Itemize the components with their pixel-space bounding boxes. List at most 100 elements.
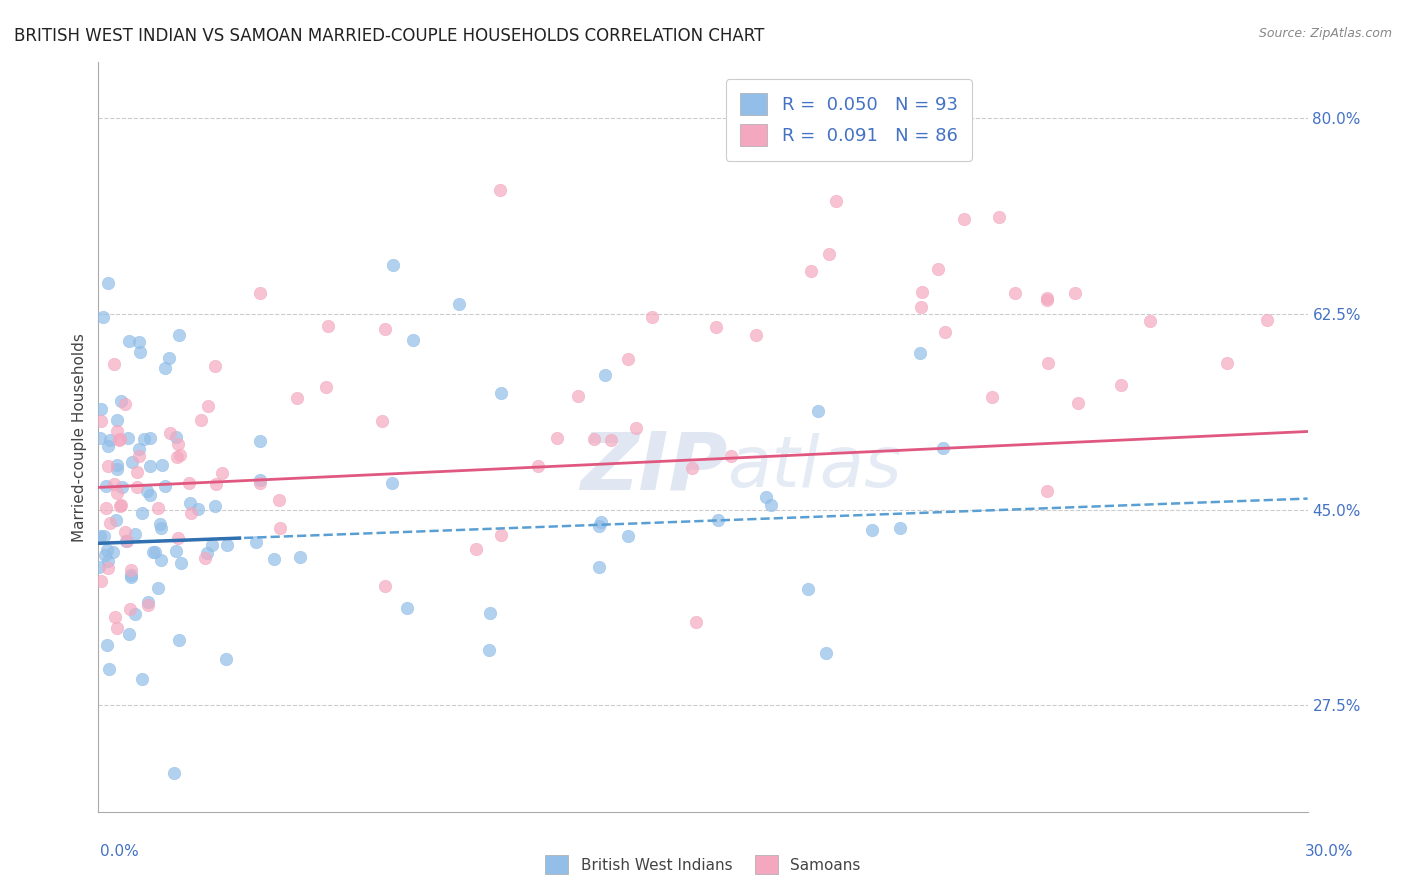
Point — [682, 460, 704, 475]
Point — [100, 516, 122, 530]
Point — [170, 556, 193, 570]
Point — [215, 538, 238, 552]
Point — [953, 211, 976, 226]
Point — [94, 549, 117, 563]
Point — [155, 361, 177, 376]
Point — [166, 436, 188, 450]
Point — [180, 506, 202, 520]
Point — [103, 357, 125, 371]
Point — [197, 399, 219, 413]
Point — [1256, 313, 1278, 327]
Point — [105, 425, 128, 439]
Point — [249, 476, 271, 491]
Point — [316, 319, 339, 334]
Point — [720, 449, 742, 463]
Text: Source: ZipAtlas.com: Source: ZipAtlas.com — [1258, 27, 1392, 40]
Point — [97, 561, 120, 575]
Point — [204, 359, 226, 374]
Point — [115, 534, 138, 549]
Point — [128, 334, 150, 349]
Point — [107, 413, 129, 427]
Point — [118, 334, 141, 348]
Point — [138, 431, 160, 445]
Point — [93, 529, 115, 543]
Point — [118, 627, 141, 641]
Point — [205, 477, 228, 491]
Y-axis label: Married-couple Households: Married-couple Households — [72, 333, 87, 541]
Legend: R =  0.050   N = 93, R =  0.091   N = 86: R = 0.050 N = 93, R = 0.091 N = 86 — [725, 79, 972, 161]
Point — [932, 441, 955, 455]
Point — [215, 652, 238, 666]
Point — [136, 484, 159, 499]
Point — [167, 532, 190, 546]
Point — [96, 638, 118, 652]
Point — [800, 264, 823, 278]
Point — [107, 621, 129, 635]
Point — [150, 553, 173, 567]
Point — [127, 465, 149, 479]
Point — [87, 560, 110, 574]
Point — [163, 765, 186, 780]
Point — [138, 459, 160, 474]
Point — [245, 535, 267, 549]
Point — [755, 490, 778, 504]
Point — [132, 432, 155, 446]
Point — [165, 429, 187, 443]
Point — [1216, 356, 1239, 370]
Point — [179, 496, 201, 510]
Point — [1036, 483, 1059, 498]
Point — [115, 534, 138, 549]
Point — [815, 646, 838, 660]
Point — [143, 545, 166, 559]
Point — [101, 545, 124, 559]
Point — [190, 413, 212, 427]
Point — [807, 404, 830, 418]
Point — [114, 396, 136, 410]
Point — [706, 513, 728, 527]
Text: BRITISH WEST INDIAN VS SAMOAN MARRIED-COUPLE HOUSEHOLDS CORRELATION CHART: BRITISH WEST INDIAN VS SAMOAN MARRIED-CO… — [14, 27, 765, 45]
Point — [526, 458, 548, 473]
Point — [641, 310, 664, 324]
Point — [194, 551, 217, 566]
Point — [104, 513, 127, 527]
Point — [128, 345, 150, 359]
Point — [588, 518, 610, 533]
Point — [136, 595, 159, 609]
Point — [128, 450, 150, 464]
Point — [197, 546, 219, 560]
Point — [108, 433, 131, 447]
Point — [381, 258, 404, 272]
Point — [96, 543, 118, 558]
Point — [157, 351, 180, 365]
Point — [187, 502, 209, 516]
Point — [567, 389, 589, 403]
Point — [489, 386, 512, 401]
Point — [1004, 285, 1026, 300]
Point — [148, 581, 170, 595]
Point — [159, 425, 181, 440]
Point — [104, 610, 127, 624]
Point — [149, 521, 172, 535]
Point — [591, 515, 613, 529]
Point — [97, 554, 120, 568]
Point — [249, 286, 271, 301]
Point — [288, 549, 311, 564]
Point — [108, 499, 131, 513]
Point — [148, 501, 170, 516]
Point — [105, 461, 128, 475]
Point — [131, 506, 153, 520]
Point — [90, 574, 112, 588]
Point — [371, 414, 394, 428]
Point — [117, 431, 139, 445]
Point — [204, 499, 226, 513]
Point — [128, 442, 150, 456]
Point — [797, 582, 820, 596]
Point — [402, 333, 425, 347]
Point — [911, 285, 934, 299]
Point — [96, 479, 118, 493]
Point — [617, 351, 640, 366]
Point — [987, 210, 1010, 224]
Point — [120, 568, 142, 582]
Point — [381, 476, 404, 491]
Point — [889, 521, 911, 535]
